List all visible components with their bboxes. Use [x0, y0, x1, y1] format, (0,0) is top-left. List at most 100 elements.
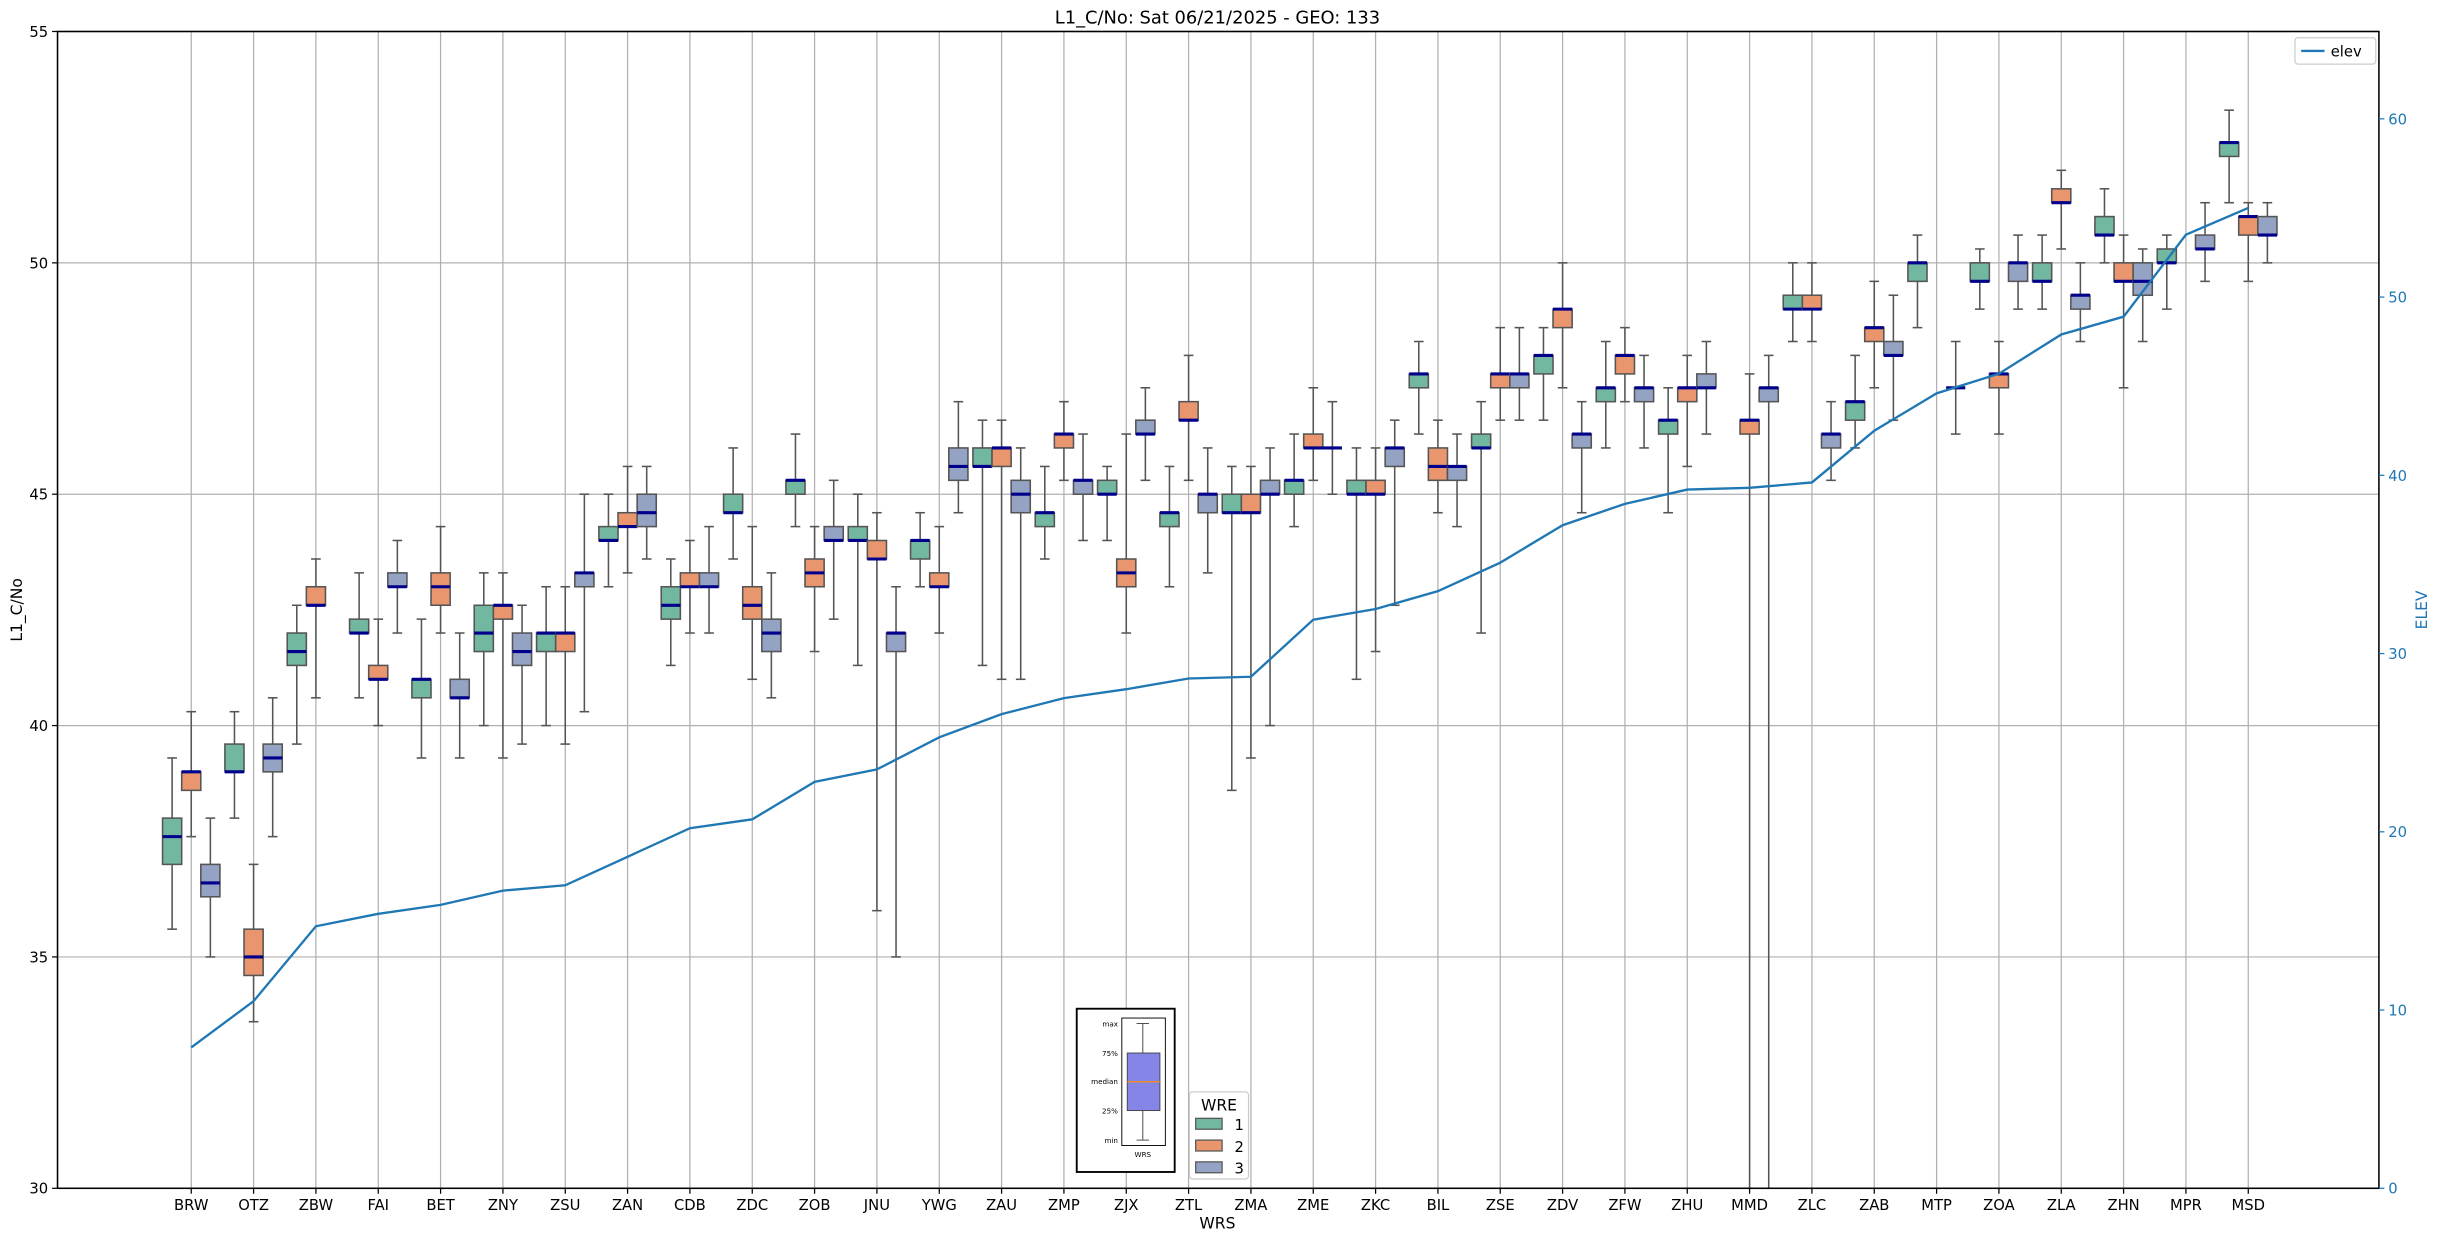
box-ZNY-wre-1	[473, 572, 495, 727]
iqr-box	[2257, 215, 2278, 236]
boxplot-key-inset: max 75% median 25% min WRS	[1075, 1007, 1176, 1173]
elev-line	[190, 206, 2249, 1049]
x-tick-label: ZKC	[1361, 1197, 1390, 1214]
wre-legend-patch-2	[1195, 1139, 1223, 1152]
iqr-box	[492, 604, 514, 620]
box-ZDV-wre-3	[1571, 400, 1593, 514]
iqr-box	[1844, 400, 1866, 421]
iqr-box	[200, 863, 221, 898]
iqr-box	[449, 678, 471, 699]
x-tick-label: ZSU	[550, 1197, 580, 1214]
iqr-box	[1907, 262, 1928, 283]
box-ZJX-wre-3	[1135, 387, 1156, 482]
x-tick-label: ZHN	[2107, 1197, 2139, 1214]
iqr-box	[1053, 433, 1075, 449]
box-ZAN-wre-1	[598, 493, 619, 588]
wre-legend-patch-3	[1195, 1161, 1223, 1174]
iqr-box	[2113, 262, 2134, 283]
box-ZFW-wre-2	[1614, 326, 1636, 403]
box-ZAB-wre-1	[1844, 354, 1866, 449]
elev-legend-frame	[2294, 37, 2377, 65]
box-OTZ-wre-1	[224, 710, 245, 819]
iqr-box	[679, 572, 701, 588]
box-CDB-wre-1	[660, 558, 682, 667]
box-ZLA-wre-2	[2050, 169, 2072, 250]
iqr-box	[1346, 479, 1367, 495]
wre-legend: WRE 1 2 3	[1188, 1091, 1250, 1180]
box-ZMA-wre-1	[1221, 465, 1243, 792]
x-tick-label: ZFW	[1608, 1197, 1642, 1214]
iqr-box	[430, 572, 451, 607]
x-tick-label: MTP	[1921, 1197, 1952, 1214]
iqr-box	[1595, 387, 1617, 403]
box-BIL-wre-2	[1427, 419, 1449, 514]
box-ZHN-wre-1	[2094, 188, 2115, 264]
box-ZDC-wre-1	[722, 447, 744, 560]
y2-tick-label: 10	[2388, 1002, 2407, 1019]
y-tick-label: 30	[29, 1181, 48, 1198]
iqr-box	[847, 525, 869, 542]
x-tick-label: JNU	[863, 1197, 890, 1214]
x-tick-label: ZMA	[1234, 1197, 1267, 1214]
box-ZLC-wre-2	[1801, 262, 1823, 343]
y2-tick-label: 60	[2388, 111, 2407, 128]
box-ZLC-wre-3	[1820, 400, 1842, 482]
box-MPR-wre-1	[2156, 234, 2178, 310]
iqr-box	[1470, 433, 1492, 449]
y2-tick-label: 0	[2388, 1181, 2397, 1198]
x-tick-label: ZAU	[986, 1197, 1017, 1214]
iqr-box	[1034, 511, 1056, 528]
x-tick-label: ZLA	[2047, 1197, 2076, 1214]
iqr-box	[2007, 262, 2029, 283]
iqr-box	[636, 493, 658, 528]
x-tick-label: ZAN	[612, 1197, 643, 1214]
box-ZDV-wre-2	[1552, 262, 1573, 389]
box-ZOA-wre-3	[2007, 234, 2029, 310]
iqr-box	[2237, 215, 2259, 236]
box-ZME-wre-1	[1283, 433, 1305, 528]
elev-legend-label: elev	[2331, 43, 2362, 60]
box-ZHU-wre-1	[1657, 387, 1679, 514]
iqr-box	[1283, 479, 1305, 495]
iqr-box	[698, 572, 720, 588]
box-MSD-wre-2	[2237, 201, 2259, 283]
box-BET-wre-2	[430, 525, 451, 634]
iqr-box	[1696, 373, 1717, 389]
box-JNU-wre-1	[847, 493, 869, 667]
x-tick-label: MPR	[2170, 1197, 2202, 1214]
iqr-box	[1096, 479, 1118, 495]
iqr-box	[243, 928, 264, 977]
iqr-box	[1782, 294, 1804, 310]
x-tick-label: ZME	[1297, 1197, 1329, 1214]
iqr-box	[1259, 479, 1281, 495]
box-ZME-wre-3	[1322, 400, 1342, 495]
box-MSD-wre-1	[2218, 109, 2240, 204]
iqr-box	[991, 447, 1012, 468]
y2-tick-label: 20	[2388, 824, 2407, 841]
x-tick-label: FAI	[367, 1197, 389, 1214]
x-tick-label: ZDV	[1547, 1197, 1578, 1214]
chart-title: L1_C/No: Sat 06/21/2025 - GEO: 133	[1055, 8, 1380, 29]
axes-layer: 30 35 40 45 50 55 0 10 20 30 40 50 60 BRW OTZ ZBW FAI BET…	[29, 24, 2407, 1214]
inset-label-q3: 75%	[1102, 1049, 1118, 1058]
iqr-box	[511, 632, 533, 667]
box-BET-wre-3	[449, 632, 471, 759]
box-ZME-wre-2	[1302, 387, 1324, 482]
box-ZOB-wre-2	[804, 525, 825, 653]
box-ZOA-wre-2	[1988, 340, 2010, 435]
iqr-box	[348, 618, 370, 634]
iqr-box	[1758, 387, 1780, 403]
x-tick-label: ZOB	[799, 1197, 831, 1214]
wre-legend-title: WRE	[1201, 1097, 1237, 1115]
box-ZNY-wre-3	[511, 604, 533, 745]
iqr-box	[1801, 294, 1823, 310]
x-tick-label: YWG	[921, 1197, 957, 1214]
box-ZSE-wre-1	[1470, 400, 1492, 634]
box-ZSU-wre-2	[554, 585, 576, 745]
iqr-box	[2094, 215, 2115, 236]
box-OTZ-wre-3	[262, 697, 284, 838]
iqr-box	[785, 479, 806, 495]
iqr-box	[1614, 354, 1636, 375]
iqr-box	[367, 664, 389, 681]
